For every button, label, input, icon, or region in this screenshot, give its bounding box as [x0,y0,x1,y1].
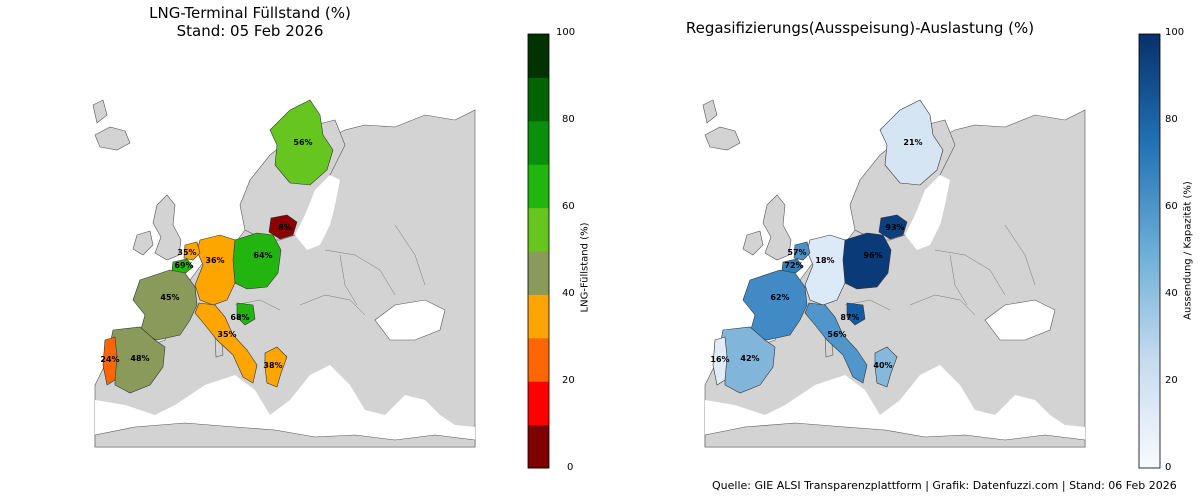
country-greece [874,346,898,388]
left-tick-40: 40 [562,288,575,299]
left-map: 56% 8% 64% 36% 35% 69% 45% 35% 68% 38% 48% 24% [92,54,476,448]
value-label-finland: 21% [903,138,922,147]
left-colorbar-segment [528,34,549,78]
left-tick-80: 80 [562,114,575,125]
country-croatia [846,302,866,326]
value-label-finland: 56% [293,138,312,147]
country-croatia [236,302,256,326]
country-finland [879,99,944,186]
source-footer: Quelle: GIE ALSI Transparenzplattform | … [712,479,1177,492]
value-label-croatia: 68% [230,313,249,322]
country-france [742,269,808,341]
country-portugal [712,336,728,386]
left-colorbar-segment [528,337,549,382]
right-map: 21% 93% 96% 18% 57% 72% 62% 56% 87% 40% 42% 16% [702,54,1086,448]
right-tick-20: 20 [1165,375,1178,386]
value-label-greece: 38% [263,361,282,370]
right-tick-60: 60 [1165,201,1178,212]
left-map-title: LNG-Terminal Füllstand (%) Stand: 05 Feb… [110,4,390,40]
right-tick-80: 80 [1165,114,1178,125]
value-label-netherlands: 35% [177,248,196,257]
value-label-netherlands: 57% [787,248,806,257]
country-germany [194,234,236,306]
left-colorbar-segment [528,251,549,295]
value-label-spain: 48% [130,354,149,363]
left-colorbar-border [527,33,550,469]
left-colorbar-segment [528,77,549,122]
left-title-line1: LNG-Terminal Füllstand (%) [149,4,351,22]
country-belgium [171,258,194,276]
value-label-poland: 96% [863,251,882,260]
value-label-lithuania: 93% [885,223,904,232]
value-label-spain: 42% [740,354,759,363]
country-france [132,269,198,341]
left-title-line2: Stand: 05 Feb 2026 [176,22,324,40]
value-label-portugal: 24% [100,355,119,364]
left-colorbar [527,33,550,469]
country-greece [264,346,288,388]
right-tick-100: 100 [1165,27,1185,38]
right-map-title: Regasifizierungs(Ausspeisung)-Auslastung… [685,19,1035,37]
value-label-poland: 64% [253,251,272,260]
country-netherlands [793,241,811,261]
country-lithuania [268,214,298,240]
value-label-france: 62% [770,293,789,302]
value-label-portugal: 16% [710,355,729,364]
right-tick-40: 40 [1165,288,1178,299]
country-lithuania [878,214,908,240]
country-italy [804,302,868,384]
left-tick-60: 60 [562,201,575,212]
country-finland [269,99,334,186]
country-portugal [102,336,118,386]
left-colorbar-segment [528,381,549,426]
country-netherlands [183,241,201,261]
left-colorbar-segment [528,294,549,339]
left-tick-0: 0 [567,462,574,473]
right-tick-0: 0 [1165,462,1172,473]
left-tick-100: 100 [556,27,576,38]
left-colorbar-segment [528,424,549,469]
left-colorbar-segment [528,207,549,252]
right-colorbar-label: Aussendung / Kapazität (%) [1182,181,1194,320]
right-colorbar [1138,33,1161,469]
left-colorbar-segment [528,120,549,165]
value-label-germany: 36% [205,256,224,265]
value-label-belgium: 69% [174,261,193,270]
value-label-croatia: 87% [840,313,859,322]
value-label-italy: 56% [827,330,846,339]
value-label-belgium: 72% [784,261,803,270]
value-label-germany: 18% [815,256,834,265]
country-germany [804,234,846,306]
value-label-lithuania: 8% [278,223,292,232]
country-italy [194,302,258,384]
value-label-italy: 35% [217,330,236,339]
value-label-greece: 40% [873,361,892,370]
left-colorbar-label: LNG-Füllstand (%) [579,222,591,313]
country-belgium [781,258,804,276]
left-tick-20: 20 [562,375,575,386]
value-label-france: 45% [160,293,179,302]
left-colorbar-segment [528,164,549,209]
